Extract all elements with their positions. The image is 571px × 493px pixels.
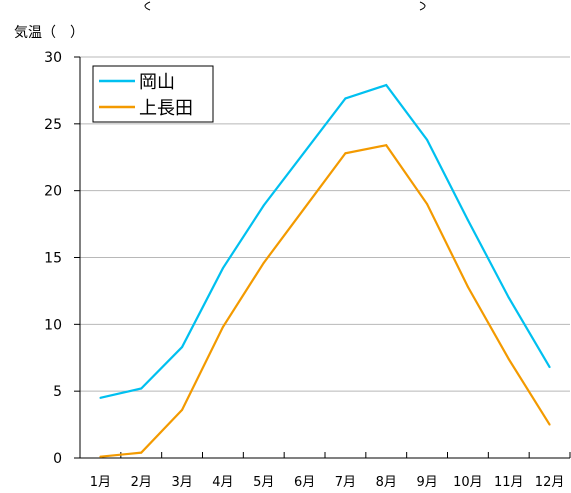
data-point — [466, 285, 469, 288]
data-point — [548, 366, 551, 369]
data-point — [99, 396, 102, 399]
data-point — [385, 84, 388, 87]
legend-label: 上長田 — [139, 98, 193, 119]
data-point — [181, 346, 184, 349]
data-point — [507, 358, 510, 361]
y-tick-label: 10 — [44, 317, 62, 333]
data-point — [426, 203, 429, 206]
y-tick-label: 25 — [44, 117, 62, 133]
data-point — [303, 207, 306, 210]
x-tick-label: 8月 — [376, 475, 397, 489]
x-tick-label: 12月 — [535, 475, 565, 489]
x-tick-label: 9月 — [416, 475, 437, 489]
y-axis-label: 気温（ ） — [14, 25, 84, 41]
x-tick-label: 6月 — [294, 475, 315, 489]
data-point — [221, 267, 224, 270]
series-line-1 — [100, 83, 551, 399]
data-point — [344, 97, 347, 100]
data-point — [385, 144, 388, 147]
series-line-2 — [100, 144, 551, 458]
clipped-title-fragment — [144, 1, 426, 11]
x-tick-label: 10月 — [453, 475, 483, 489]
y-tick-label: 5 — [53, 384, 62, 400]
data-point — [466, 219, 469, 222]
y-tick-label: 15 — [44, 251, 62, 267]
y-tick-label: 30 — [44, 50, 62, 66]
legend-label: 岡山 — [139, 72, 175, 93]
x-tick-label: 7月 — [335, 475, 356, 489]
data-point — [140, 451, 143, 454]
data-point — [344, 152, 347, 155]
data-point — [262, 204, 265, 207]
data-point — [426, 138, 429, 141]
x-tick-label: 4月 — [212, 475, 233, 489]
data-point — [140, 387, 143, 390]
series-lines — [99, 83, 551, 458]
x-tick-label: 2月 — [131, 475, 152, 489]
data-point — [181, 408, 184, 411]
x-tick-label: 3月 — [171, 475, 192, 489]
data-point — [548, 423, 551, 426]
y-tick-label: 0 — [53, 451, 62, 467]
data-point — [221, 326, 224, 329]
legend-box — [92, 65, 214, 123]
x-tick-label: 5月 — [253, 475, 274, 489]
data-point — [303, 150, 306, 153]
data-point — [507, 296, 510, 299]
x-tick-label: 11月 — [494, 475, 524, 489]
axes: 0 5 10 15 20 25 30 1月 2月 3月 4月 5月 6月 7月 8月 9月 10月 11月 12月 — [44, 50, 571, 490]
x-tick-label: 1月 — [90, 475, 111, 489]
y-tick-label: 20 — [44, 184, 62, 200]
data-point — [99, 455, 102, 458]
data-point — [262, 261, 265, 264]
